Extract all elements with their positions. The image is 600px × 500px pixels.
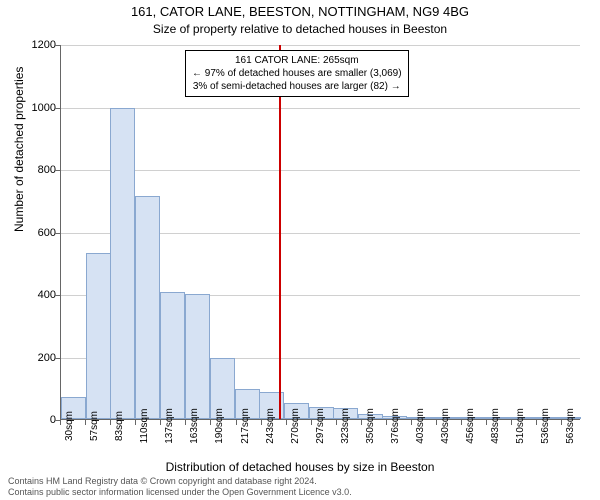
y-tick-mark [55,108,60,109]
x-tick-mark [461,420,462,425]
grid-line [61,108,580,109]
chart-title-main: 161, CATOR LANE, BEESTON, NOTTINGHAM, NG… [0,4,600,19]
x-tick-mark [336,420,337,425]
x-tick-label: 430sqm [440,408,451,444]
x-tick-label: 30sqm [64,411,75,441]
x-tick-mark [386,420,387,425]
x-tick-label: 270sqm [290,408,301,444]
x-tick-mark [536,420,537,425]
x-tick-label: 57sqm [89,411,100,441]
y-tick-label: 600 [16,227,56,239]
x-tick-mark [436,420,437,425]
y-tick-label: 1000 [16,102,56,114]
x-tick-label: 403sqm [415,408,426,444]
x-tick-mark [135,420,136,425]
x-axis-label: Distribution of detached houses by size … [0,460,600,474]
x-tick-mark [511,420,512,425]
plot-area [60,45,580,420]
x-tick-label: 110sqm [139,409,150,444]
footer-line-1: Contains HM Land Registry data © Crown c… [8,476,352,487]
histogram-bar [160,292,185,419]
y-tick-mark [55,45,60,46]
x-tick-mark [236,420,237,425]
grid-line [61,45,580,46]
x-tick-label: 350sqm [365,408,376,444]
x-tick-label: 217sqm [240,408,251,444]
x-tick-label: 137sqm [164,408,175,444]
property-size-chart: 161, CATOR LANE, BEESTON, NOTTINGHAM, NG… [0,0,600,500]
grid-line [61,170,580,171]
x-tick-mark [261,420,262,425]
y-tick-mark [55,170,60,171]
x-tick-mark [60,420,61,425]
y-tick-mark [55,295,60,296]
x-tick-label: 456sqm [465,408,476,444]
annotation-box: 161 CATOR LANE: 265sqm ← 97% of detached… [185,50,409,97]
x-tick-mark [361,420,362,425]
x-tick-label: 536sqm [540,408,551,444]
y-tick-label: 1200 [16,39,56,51]
x-tick-mark [486,420,487,425]
footer: Contains HM Land Registry data © Crown c… [8,476,352,498]
x-tick-mark [561,420,562,425]
annotation-line-3: 3% of semi-detached houses are larger (8… [192,80,402,93]
y-tick-label: 800 [16,164,56,176]
x-tick-label: 163sqm [189,408,200,444]
x-tick-label: 563sqm [565,408,576,444]
x-tick-mark [210,420,211,425]
x-tick-mark [286,420,287,425]
x-tick-mark [185,420,186,425]
y-tick-mark [55,233,60,234]
x-tick-mark [411,420,412,425]
y-tick-label: 400 [16,289,56,301]
x-tick-label: 376sqm [390,408,401,444]
x-tick-label: 510sqm [515,408,526,444]
histogram-bar [86,253,111,419]
y-tick-label: 0 [16,414,56,426]
x-tick-mark [160,420,161,425]
chart-title-sub: Size of property relative to detached ho… [0,22,600,36]
x-tick-mark [110,420,111,425]
x-tick-mark [85,420,86,425]
y-tick-mark [55,358,60,359]
x-tick-label: 190sqm [214,408,225,444]
histogram-bar [110,108,135,419]
footer-line-2: Contains public sector information licen… [8,487,352,498]
annotation-line-2: ← 97% of detached houses are smaller (3,… [192,67,402,80]
x-tick-label: 323sqm [340,408,351,444]
x-tick-label: 483sqm [490,408,501,444]
annotation-line-1: 161 CATOR LANE: 265sqm [192,54,402,67]
x-tick-label: 297sqm [315,408,326,444]
y-tick-label: 200 [16,352,56,364]
x-tick-mark [311,420,312,425]
histogram-bar [185,294,210,419]
x-tick-label: 243sqm [265,408,276,444]
x-tick-label: 83sqm [114,411,125,441]
histogram-bar [135,196,160,419]
y-axis-label: Number of detached properties [12,67,26,232]
reference-line [279,45,281,419]
